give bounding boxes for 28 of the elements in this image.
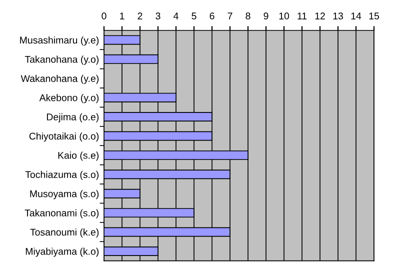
x-tick-label: 5 bbox=[192, 12, 196, 20]
y-tick-label: Kaio (s.e) bbox=[58, 152, 99, 161]
x-tick-label: 12 bbox=[315, 12, 325, 20]
x-tick-label: 1 bbox=[120, 12, 124, 20]
x-tick-label: 14 bbox=[351, 12, 362, 20]
x-tick-label: 0 bbox=[102, 12, 106, 20]
y-tick-label: Tosanoumi (k.e) bbox=[30, 228, 99, 238]
y-tick-label: Dejima (o.e) bbox=[46, 113, 99, 122]
x-tick-label: 2 bbox=[138, 12, 142, 20]
x-tick-label: 10 bbox=[279, 12, 290, 20]
x-tick-label: 3 bbox=[156, 12, 160, 20]
y-tick-label: Chiyotaikai (o.o) bbox=[29, 132, 99, 142]
x-tick-label: 9 bbox=[264, 12, 268, 20]
x-tick-label: 15 bbox=[369, 12, 379, 20]
x-tick-label: 13 bbox=[333, 12, 343, 20]
y-tick-label: Takanohana (y.o) bbox=[24, 56, 99, 65]
x-tick-label: 8 bbox=[246, 12, 250, 20]
y-tick-label: Musashimaru (y.e) bbox=[20, 36, 99, 46]
x-tick-label: 4 bbox=[174, 12, 178, 20]
y-tick-label: Akebono (y.o) bbox=[39, 94, 99, 104]
y-tick-label: Tochiazuma (s.o) bbox=[25, 170, 99, 180]
x-tick-label: 7 bbox=[228, 12, 232, 20]
y-tick-label: Musoyama (s.o) bbox=[30, 190, 99, 200]
x-tick-label: 6 bbox=[210, 12, 214, 20]
x-tick-label: 11 bbox=[298, 12, 307, 20]
y-tick-label: Takanonami (s.o) bbox=[24, 209, 99, 218]
y-tick-label: Wakanohana (y.e) bbox=[20, 74, 99, 84]
y-tick-label: Miyabiyama (k.o) bbox=[26, 248, 99, 257]
